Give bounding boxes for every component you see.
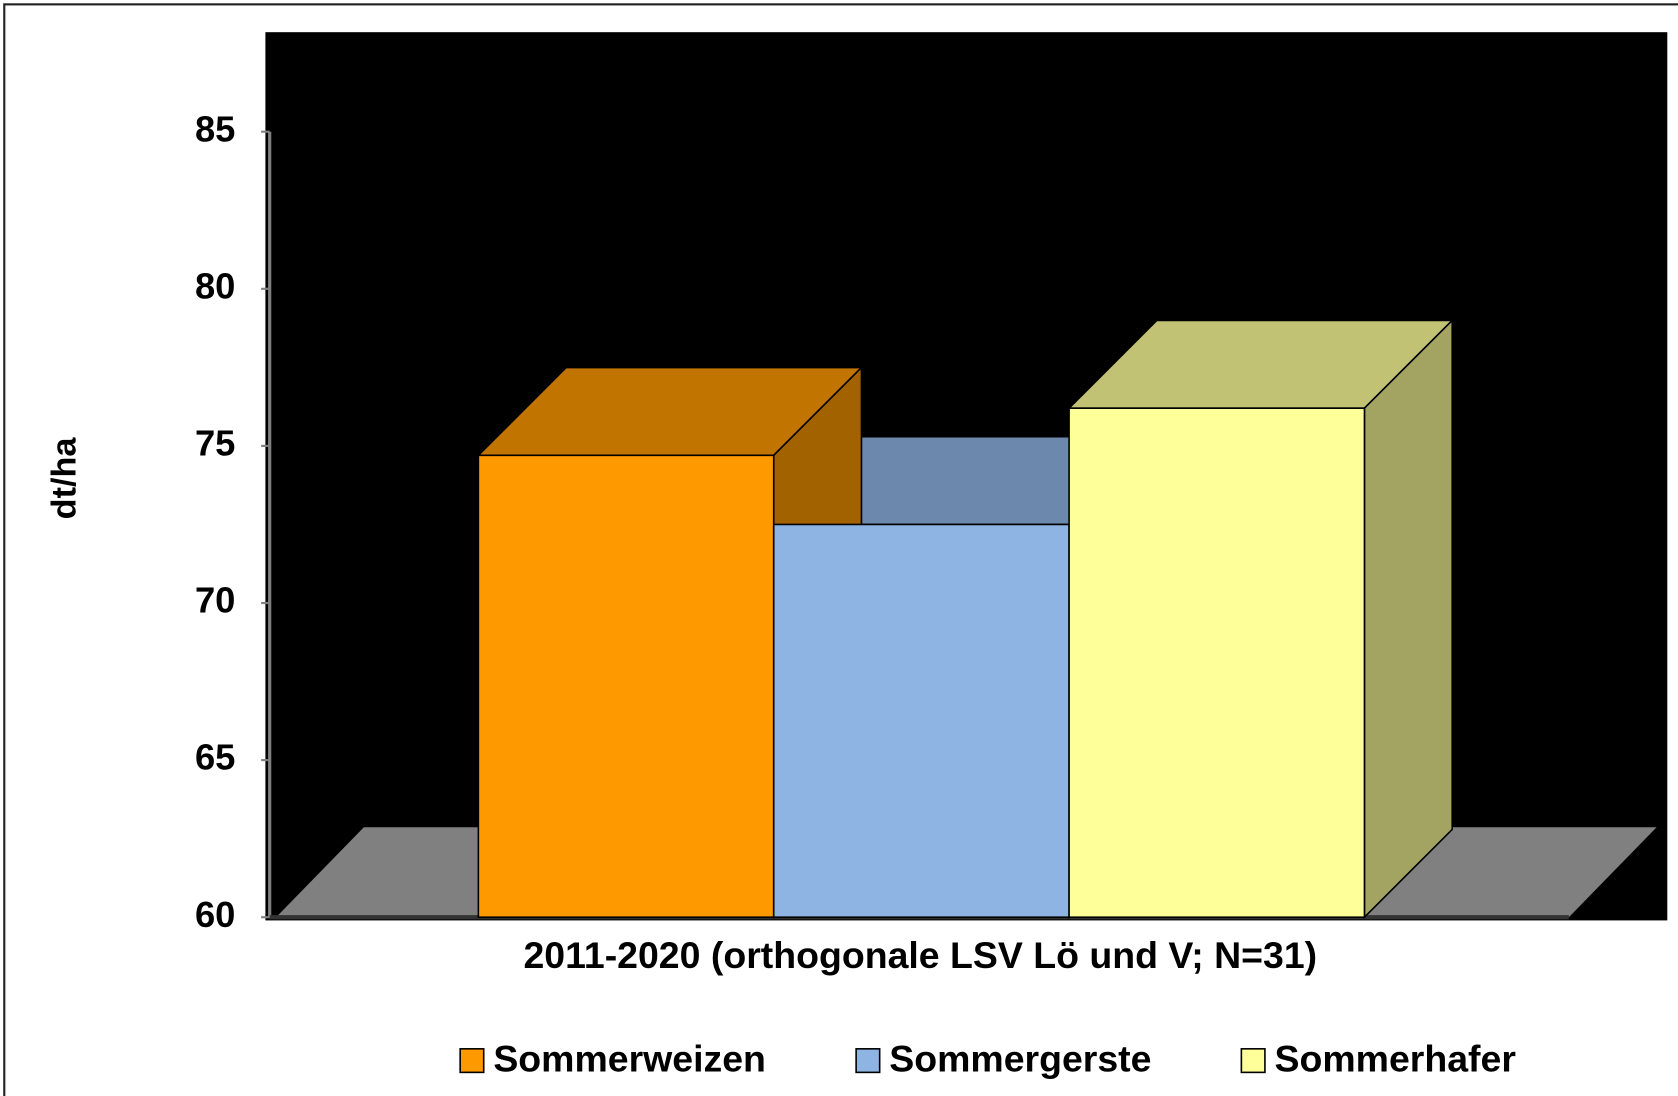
y-tick-label: 85 (195, 108, 235, 149)
y-tick-label: 65 (195, 737, 235, 778)
legend-swatch (459, 1048, 485, 1074)
bar (477, 454, 775, 919)
y-tick-label: 60 (195, 894, 235, 935)
legend-label: Sommergerste (889, 1038, 1151, 1080)
x-category-label: 2011-2020 (orthogonale LSV Lö und V; N=3… (523, 934, 1317, 976)
legend-label: Sommerhafer (1275, 1038, 1516, 1080)
bar (772, 523, 1070, 919)
bar-side (1363, 318, 1454, 920)
legend-swatch (1240, 1048, 1266, 1074)
y-tick-label: 70 (195, 580, 235, 621)
y-tick-label: 80 (195, 265, 235, 306)
bar (1068, 407, 1366, 919)
y-tick-label: 75 (195, 423, 235, 464)
legend-label: Sommerweizen (493, 1038, 766, 1080)
y-axis-label: dt/ha (45, 437, 83, 520)
legend-swatch (855, 1048, 881, 1074)
